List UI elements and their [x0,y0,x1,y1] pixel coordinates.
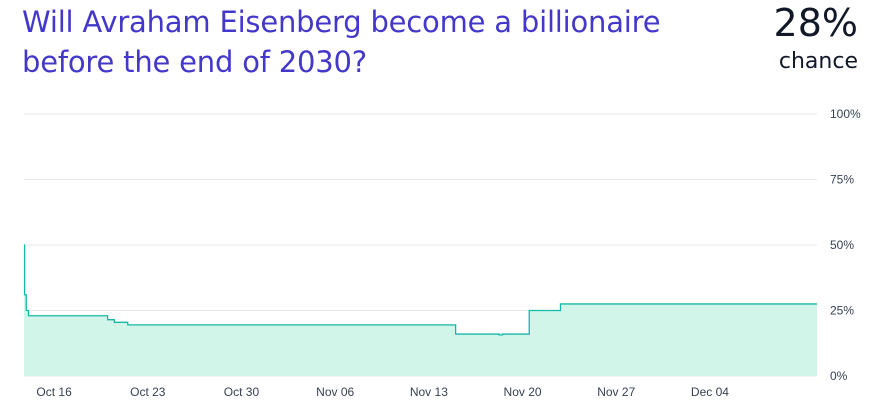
x-tick-label: Oct 16 [36,385,72,399]
probability-line [23,244,817,336]
x-tick-label: Dec 04 [691,385,729,399]
x-tick-label: Nov 13 [410,385,448,399]
probability-area [24,245,817,376]
x-tick-label: Oct 30 [224,385,260,399]
x-axis: Oct 16 Oct 23 Oct 30 Nov 06 Nov 13 Nov 20 Nov … [36,385,729,399]
y-tick-label: 75% [830,173,854,187]
y-tick-label: 25% [830,304,854,318]
y-tick-label: 50% [830,238,854,252]
y-axis: 0% 25% 50% 75% 100% [830,107,861,383]
x-tick-label: Nov 27 [597,385,635,399]
y-tick-label: 0% [830,369,848,383]
x-tick-label: Nov 06 [316,385,354,399]
x-tick-label: Nov 20 [504,385,542,399]
probability-value: 28% [773,1,858,45]
question-title: Will Avraham Eisenberg become a billiona… [22,5,661,79]
probability-label: chance [778,49,858,74]
x-tick-label: Oct 23 [130,385,166,399]
y-tick-label: 100% [830,107,861,121]
probability-display: 28% chance [774,0,858,75]
